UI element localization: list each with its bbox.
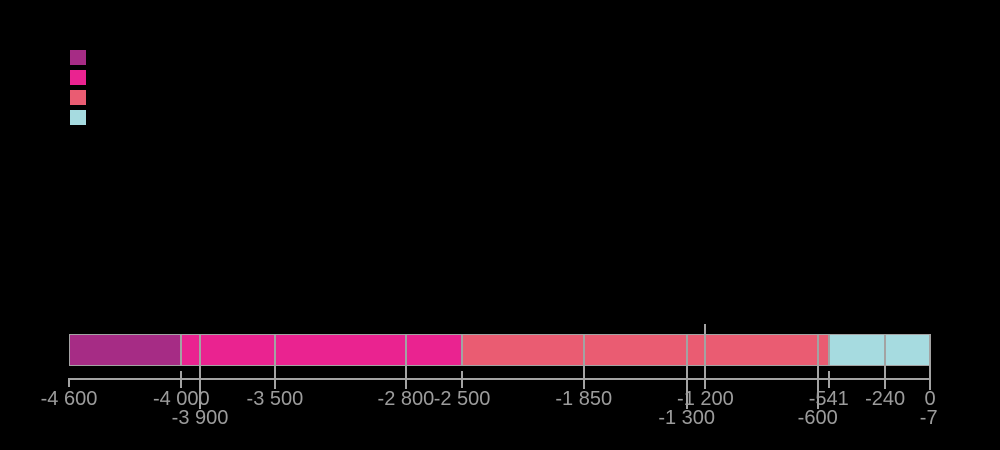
tick-label-4600: -4 600: [40, 388, 98, 410]
legend-swatch-3[interactable]: [70, 90, 86, 105]
boundary-line-600: [816, 334, 819, 409]
tick-label-240: -240: [865, 388, 906, 410]
boundary-line-2800: [404, 334, 407, 389]
boundary-line-1850: [582, 334, 585, 389]
legend-swatch-1[interactable]: [70, 50, 86, 65]
boundary-line-0: [929, 334, 931, 390]
x-axis-line: [69, 378, 930, 380]
boundary-line-3500: [273, 334, 276, 389]
bar-segment-2: [182, 335, 463, 365]
tick-label-2800: -2 800: [377, 388, 435, 410]
boundary-line-541-divider: [827, 334, 830, 366]
tick-label-7: -7: [919, 407, 938, 429]
tick-label-1850: -1 850: [555, 388, 613, 410]
tick-label-4000: -4 000: [152, 388, 210, 410]
tick-label-2500: -2 500: [433, 388, 491, 410]
bar-segment-1: [70, 335, 183, 365]
boundary-line-3900: [199, 334, 202, 409]
legend-swatch-4[interactable]: [70, 110, 86, 125]
tick-label-1200: -1 200: [677, 388, 734, 410]
boundary-line-4000-divider: [180, 334, 183, 366]
legend-swatch-2[interactable]: [70, 70, 86, 85]
tick-label-0: 0: [924, 388, 936, 410]
boundary-line-1200: [704, 324, 707, 389]
boundary-line-1300: [685, 334, 688, 409]
timeline-bar: [69, 334, 930, 366]
tick-label-3500: -3 500: [246, 388, 304, 410]
boundary-line-240: [884, 334, 887, 389]
tick-label-600: -600: [797, 407, 838, 429]
boundary-line-4600: [68, 378, 70, 387]
tick-label-3900: -3 900: [171, 407, 229, 429]
tick-label-1300: -1 300: [658, 407, 716, 429]
tick-label-541: -541: [808, 388, 849, 410]
bar-segment-3: [462, 335, 828, 365]
boundary-line-2500-divider: [461, 334, 464, 366]
bar-segment-4: [827, 335, 929, 365]
